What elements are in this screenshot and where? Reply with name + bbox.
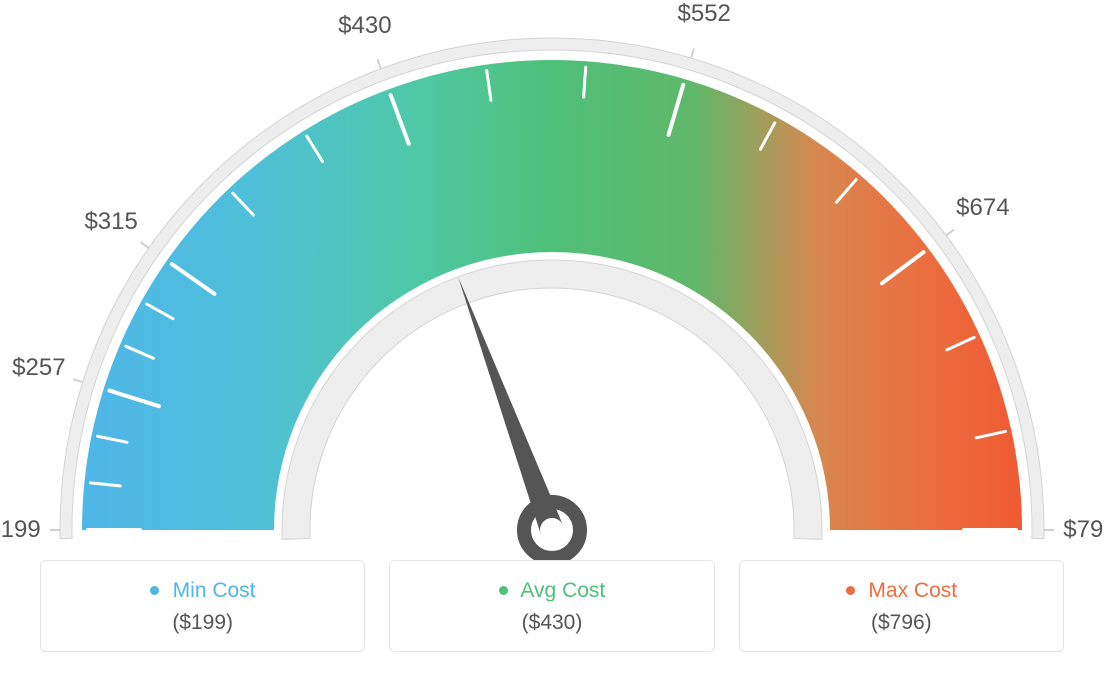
legend-value-avg: ($430) — [390, 611, 713, 635]
legend-dot-avg — [499, 586, 508, 595]
legend-dot-max — [846, 586, 855, 595]
legend-title-max: Max Cost — [846, 579, 958, 603]
gauge-tick-label: $257 — [12, 354, 65, 382]
legend-title-min: Min Cost — [150, 579, 256, 603]
gauge-tick-label: $674 — [956, 194, 1009, 222]
legend-card-avg: Avg Cost ($430) — [389, 560, 714, 652]
gauge-tick-label: $315 — [84, 208, 137, 236]
legend-value-min: ($199) — [41, 611, 364, 635]
gauge-tick-label: $552 — [677, 0, 730, 28]
cost-gauge-widget: $199 $257 $315 $430 $552 $674 $796 Min Cost ($… — [0, 0, 1104, 690]
legend-title-avg: Avg Cost — [499, 579, 606, 603]
gauge-tick-label: $199 — [0, 516, 41, 544]
gauge-tick-label: $796 — [1063, 516, 1104, 544]
legend-card-max: Max Cost ($796) — [739, 560, 1064, 652]
legend-label-min: Min Cost — [173, 579, 256, 602]
legend-row: Min Cost ($199) Avg Cost ($430) Max Cost… — [0, 560, 1104, 652]
gauge-tick-label: $430 — [338, 12, 391, 40]
gauge-chart: $199 $257 $315 $430 $552 $674 $796 — [0, 0, 1104, 560]
legend-card-min: Min Cost ($199) — [40, 560, 365, 652]
legend-label-max: Max Cost — [868, 579, 957, 602]
gauge-svg — [0, 0, 1104, 560]
legend-value-max: ($796) — [740, 611, 1063, 635]
legend-label-avg: Avg Cost — [520, 579, 605, 602]
legend-dot-min — [150, 586, 159, 595]
